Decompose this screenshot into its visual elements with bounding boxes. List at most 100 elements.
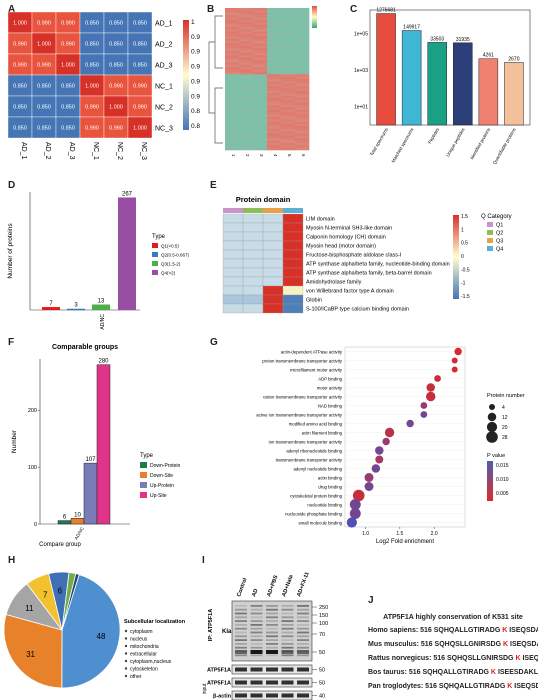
cluster-cell	[225, 88, 240, 92]
scale-tick: 0.9	[191, 93, 200, 100]
sequence-post: ISEQSDAKL	[510, 641, 538, 648]
legend-label: extracellular	[130, 652, 157, 658]
bar-value-label: 4261	[483, 53, 494, 59]
domain-cell	[282, 294, 304, 305]
blot-band	[235, 616, 247, 619]
pie-value-label: 6	[58, 587, 63, 596]
cluster-cell	[267, 119, 282, 122]
domain-cell	[222, 249, 244, 260]
cluster-cell	[267, 26, 282, 30]
category-swatch	[487, 230, 493, 235]
cluster-cell	[239, 105, 254, 108]
cluster-cell	[295, 17, 310, 21]
cluster-cell	[239, 12, 254, 16]
cluster-cell	[295, 24, 310, 28]
cluster-cell	[225, 100, 240, 103]
blot-band	[235, 624, 247, 626]
x-axis-label: Compare group	[39, 542, 81, 547]
lysine-site: K	[505, 683, 515, 690]
cluster-cell	[267, 100, 282, 103]
cluster-cell	[281, 57, 296, 61]
blot-band	[281, 627, 294, 630]
scale-tick: 0.96	[191, 49, 200, 56]
cluster-cell	[281, 15, 296, 18]
cluster-cell	[253, 19, 268, 23]
cluster-cell	[239, 123, 254, 127]
bar-value-label: 2670	[508, 56, 519, 62]
cluster-cell	[239, 38, 254, 42]
cluster-cell	[225, 12, 240, 16]
cluster-cell	[253, 57, 268, 61]
bar	[96, 364, 111, 525]
cluster-cell	[253, 121, 268, 125]
sequence-species: Mus musculus:	[368, 641, 419, 648]
blot-band	[297, 643, 309, 645]
cluster-cell	[225, 116, 240, 120]
pie-value-label: 48	[97, 632, 106, 641]
bar-value-label: 280	[98, 359, 109, 365]
sequence-pre: SQHQSLLGNIRSDG	[434, 641, 502, 648]
cluster-cell	[267, 114, 282, 118]
blot-band	[281, 635, 294, 638]
blot-band	[297, 631, 309, 634]
cluster-cell	[267, 81, 282, 85]
cluster-cell	[295, 88, 310, 92]
row-label: AD_1	[155, 21, 173, 28]
cluster-cell	[239, 60, 254, 63]
cluster-cell	[295, 100, 310, 103]
x-tick: 1.5	[396, 531, 403, 537]
domain-cell	[262, 222, 284, 233]
domain-cell	[282, 249, 304, 260]
legend-bullet	[124, 674, 128, 678]
category-label: Quantifiable proteins	[492, 126, 517, 165]
bar	[42, 307, 60, 310]
cluster-cell	[295, 109, 310, 113]
cluster-cell	[281, 52, 296, 56]
blot-band	[297, 639, 309, 641]
y-tick: 0	[34, 522, 37, 528]
marker-label: 50	[319, 668, 325, 674]
enrichment-bubble	[349, 499, 361, 510]
domain-cell	[242, 276, 264, 287]
cluster-cell	[295, 119, 310, 122]
cluster-cell	[281, 67, 296, 70]
cluster-cell	[267, 71, 282, 75]
lane-label: AD+PBS	[266, 574, 279, 597]
cluster-cell	[225, 26, 240, 30]
x-tick: 2.0	[431, 531, 438, 537]
sequence-row: Bos taurus: 516 SQHQALLGTIRADG K ISEESDA…	[368, 669, 538, 676]
cluster-cell	[281, 41, 296, 44]
blot-band	[266, 639, 278, 641]
cluster-cell	[295, 29, 310, 32]
legend-bullet	[124, 659, 128, 663]
cluster-cell	[239, 22, 254, 25]
blot-band	[266, 646, 278, 649]
cluster-cell	[267, 145, 282, 148]
cluster-cell	[253, 128, 268, 132]
cluster-cell	[239, 41, 254, 44]
cluster-cell	[281, 112, 296, 115]
sequence-species: Bos taurus:	[368, 669, 407, 676]
blot-band	[266, 667, 278, 672]
x-axis-label: Log2 Fold enrichment	[376, 539, 434, 545]
color-scale	[183, 20, 189, 130]
blot-band	[250, 616, 263, 619]
legend-label: other	[130, 674, 142, 680]
cluster-cell	[239, 121, 254, 125]
category-label: Identified proteins	[469, 126, 491, 160]
cluster-cell	[267, 88, 282, 92]
cluster-cell	[281, 93, 296, 96]
legend-title: Type	[140, 453, 154, 459]
cluster-cell	[239, 62, 254, 66]
lysine-site: K	[488, 669, 498, 676]
heatmap-cell-value: 0.990	[13, 42, 27, 48]
cluster-cell	[295, 38, 310, 42]
panel-f-label: F	[8, 337, 15, 348]
enrichment-bubble	[371, 464, 381, 473]
cluster-cell	[281, 102, 296, 106]
blot-band	[266, 620, 278, 622]
cluster-cell	[225, 140, 240, 144]
enrichment-bubble	[349, 508, 361, 519]
domain-cell	[262, 267, 284, 278]
domain-label: LIM domain	[306, 217, 335, 223]
